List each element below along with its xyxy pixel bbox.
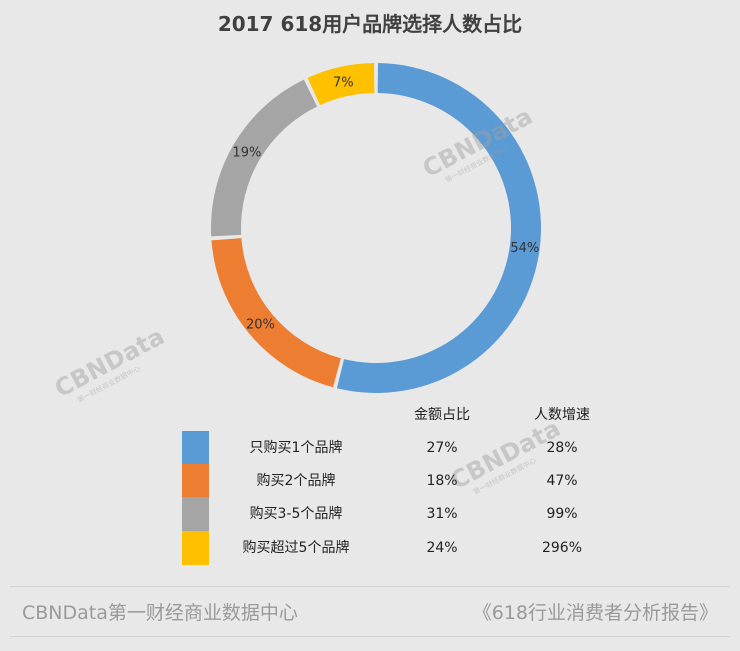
footer-source: CBNData第一财经商业数据中心	[22, 602, 298, 624]
donut-slice-1	[336, 63, 541, 393]
donut-chart: 54% 20% 19% 7%	[211, 63, 541, 393]
legend-growth: 47%	[546, 473, 578, 489]
legend-growth: 99%	[546, 506, 578, 522]
legend-row: 只购买1个品牌 27% 28%	[0, 431, 740, 465]
legend-amount: 24%	[426, 540, 458, 556]
footer-divider-top	[10, 586, 730, 587]
slice-label-3: 19%	[232, 146, 261, 161]
slice-label-1: 54%	[510, 241, 539, 256]
legend-amount: 18%	[426, 473, 458, 489]
legend-swatch	[182, 464, 209, 498]
legend-label: 购买2个品牌	[256, 473, 336, 489]
chart-title: 2017 618用户品牌选择人数占比	[217, 12, 523, 36]
footer-report: 《618行业消费者分析报告》	[472, 602, 718, 624]
footer-divider-bottom	[10, 636, 730, 637]
legend-swatch	[182, 497, 209, 531]
donut-slice-4	[307, 63, 375, 106]
legend-amount: 27%	[426, 440, 458, 456]
legend-row: 购买超过5个品牌 24% 296%	[0, 531, 740, 565]
legend-label: 购买超过5个品牌	[242, 540, 350, 556]
legend-row: 购买2个品牌 18% 47%	[0, 464, 740, 498]
donut-slice-2	[211, 238, 341, 388]
legend-swatch	[182, 531, 209, 565]
slice-label-2: 20%	[246, 318, 275, 333]
slice-label-4: 7%	[333, 76, 354, 91]
legend-growth: 28%	[546, 440, 578, 456]
legend-label: 购买3-5个品牌	[249, 506, 343, 522]
legend-row: 购买3-5个品牌 31% 99%	[0, 497, 740, 531]
legend-growth: 296%	[541, 540, 583, 556]
legend-swatch	[182, 431, 209, 465]
donut-slice-3	[211, 79, 318, 237]
legend-amount: 31%	[426, 506, 458, 522]
legend-label: 只购买1个品牌	[249, 440, 343, 456]
header-growth: 人数增速	[534, 407, 590, 423]
header-amount: 金额占比	[414, 407, 470, 423]
